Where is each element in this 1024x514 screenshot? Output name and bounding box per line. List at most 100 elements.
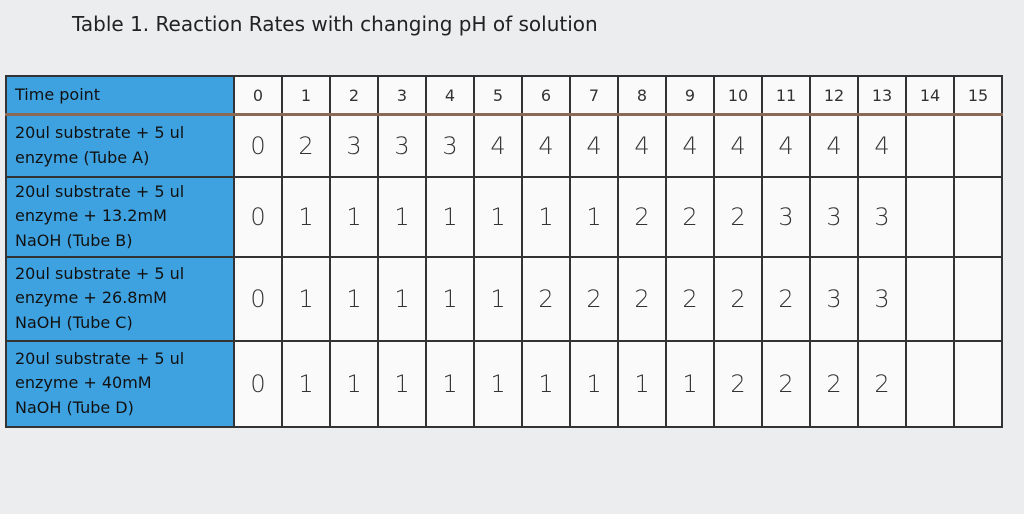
cell	[953, 339, 1003, 428]
cell: 1	[569, 175, 619, 258]
cell: 1	[569, 339, 619, 428]
time-point: 0	[233, 75, 283, 116]
cell: 2	[713, 175, 763, 258]
cell: 2	[617, 255, 667, 342]
cell: 1	[473, 175, 523, 258]
time-point: 8	[617, 75, 667, 116]
time-point: 13	[857, 75, 907, 116]
cell: 1	[425, 339, 475, 428]
cell: 0	[233, 255, 283, 342]
cell	[953, 113, 1003, 178]
row-label-line: enzyme (Tube A)	[15, 147, 150, 167]
time-point: 12	[809, 75, 859, 116]
cell	[905, 113, 955, 178]
cell: 1	[281, 255, 331, 342]
row-label-line: 20ul substrate + 5 ul	[15, 263, 185, 283]
time-point: 5	[473, 75, 523, 116]
time-point: 14	[905, 75, 955, 116]
data-table: Time point 0 1 2 3 4 5 6 7 8 9 10 11 12 13 14 15 20ul sub…	[5, 75, 1003, 428]
cell: 2	[521, 255, 571, 342]
cell: 3	[857, 175, 907, 258]
data-row: 20ul substrate + 5 ul enzyme + 13.2mM NaOH…	[5, 175, 1003, 258]
cell: 1	[425, 175, 475, 258]
cell	[905, 339, 955, 428]
cell: 1	[521, 175, 571, 258]
cell: 1	[425, 255, 475, 342]
cell	[953, 255, 1003, 342]
row-label-line: 20ul substrate + 5 ul	[15, 348, 185, 368]
time-point: 2	[329, 75, 379, 116]
cell: 1	[473, 255, 523, 342]
cell: 2	[761, 255, 811, 342]
cell: 1	[617, 339, 667, 428]
cell: 4	[521, 113, 571, 178]
time-point: 9	[665, 75, 715, 116]
header-row: Time point 0 1 2 3 4 5 6 7 8 9 10 11 12 13 14 15	[5, 75, 1003, 116]
cell: 1	[281, 339, 331, 428]
cell: 4	[617, 113, 667, 178]
cell	[905, 175, 955, 258]
time-point: 10	[713, 75, 763, 116]
cell: 1	[665, 339, 715, 428]
data-row: 20ul substrate + 5 ul enzyme (Tube A) 0 2 3 3…	[5, 113, 1003, 178]
row-label: 20ul substrate + 5 ul enzyme + 40mM NaOH (…	[5, 339, 235, 428]
row-label-line: NaOH (Tube B)	[15, 231, 133, 251]
cell: 3	[761, 175, 811, 258]
row-label: 20ul substrate + 5 ul enzyme + 26.8mM NaOH…	[5, 255, 235, 342]
cell: 0	[233, 113, 283, 178]
cell: 1	[377, 339, 427, 428]
row-label: 20ul substrate + 5 ul enzyme + 13.2mM NaOH…	[5, 175, 235, 258]
cell: 3	[329, 113, 379, 178]
cell: 2	[665, 255, 715, 342]
data-row: 20ul substrate + 5 ul enzyme + 40mM NaOH (…	[5, 339, 1003, 428]
time-point: 15	[953, 75, 1003, 116]
cell: 2	[809, 339, 859, 428]
time-point: 1	[281, 75, 331, 116]
cell: 1	[329, 339, 379, 428]
time-point: 4	[425, 75, 475, 116]
cell: 4	[569, 113, 619, 178]
cell	[905, 255, 955, 342]
cell: 0	[233, 339, 283, 428]
cell: 3	[425, 113, 475, 178]
cell: 4	[473, 113, 523, 178]
cell: 3	[377, 113, 427, 178]
time-point: 3	[377, 75, 427, 116]
cell: 0	[233, 175, 283, 258]
cell: 2	[665, 175, 715, 258]
cell: 1	[329, 255, 379, 342]
cell: 4	[713, 113, 763, 178]
cell: 1	[521, 339, 571, 428]
row-label-line: 20ul substrate + 5 ul	[15, 181, 185, 201]
cell	[953, 175, 1003, 258]
data-row: 20ul substrate + 5 ul enzyme + 26.8mM NaOH…	[5, 255, 1003, 342]
header-label: Time point	[5, 75, 235, 116]
cell: 2	[569, 255, 619, 342]
cell: 2	[617, 175, 667, 258]
cell: 2	[857, 339, 907, 428]
cell: 1	[281, 175, 331, 258]
cell: 1	[377, 255, 427, 342]
table-title: Table 1. Reaction Rates with changing pH…	[72, 12, 598, 36]
cell: 1	[473, 339, 523, 428]
row-label: 20ul substrate + 5 ul enzyme (Tube A)	[5, 113, 235, 178]
row-label-line: enzyme + 13.2mM	[15, 206, 167, 226]
row-label-line: enzyme + 26.8mM	[15, 288, 167, 308]
time-point: 11	[761, 75, 811, 116]
time-point: 7	[569, 75, 619, 116]
cell: 4	[857, 113, 907, 178]
cell: 4	[809, 113, 859, 178]
cell: 3	[857, 255, 907, 342]
cell: 3	[809, 175, 859, 258]
row-label-line: enzyme + 40mM	[15, 373, 152, 393]
cell: 2	[713, 255, 763, 342]
time-point: 6	[521, 75, 571, 116]
row-label-line: NaOH (Tube C)	[15, 313, 133, 333]
cell: 4	[665, 113, 715, 178]
cell: 1	[377, 175, 427, 258]
row-label-line: 20ul substrate + 5 ul	[15, 122, 185, 142]
cell: 2	[713, 339, 763, 428]
cell: 1	[329, 175, 379, 258]
row-label-line: NaOH (Tube D)	[15, 398, 134, 418]
